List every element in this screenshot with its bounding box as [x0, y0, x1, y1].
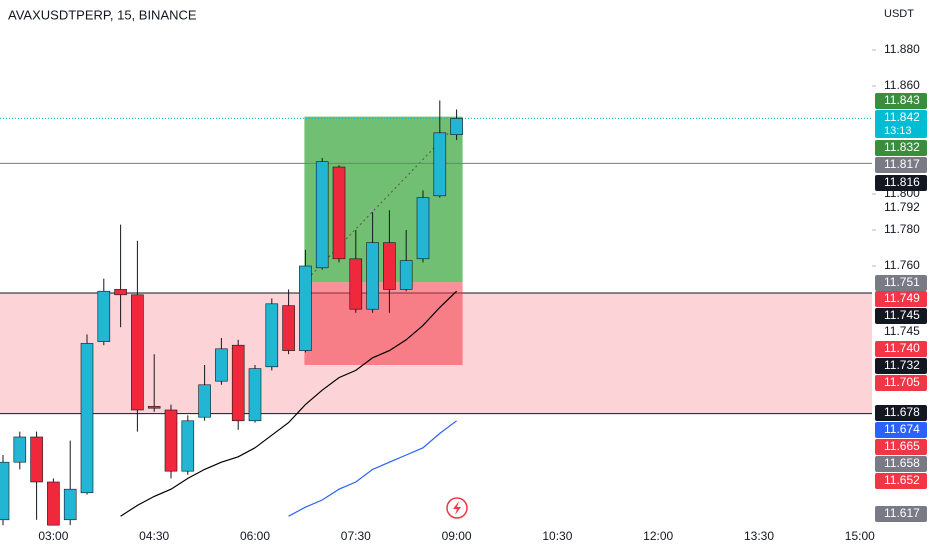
candle-body [349, 258, 363, 310]
price-tag [875, 375, 927, 391]
price-tag [875, 473, 927, 489]
price-tag-label: 11.678 [884, 405, 920, 419]
price-tag [875, 358, 927, 374]
price-tag [875, 405, 927, 421]
candle-body [215, 348, 228, 382]
candle-body [164, 409, 178, 472]
price-tag [875, 275, 927, 291]
candle-body [265, 303, 279, 368]
price-tag-label: 11.745 [884, 324, 920, 338]
x-tick-label: 10:30 [542, 529, 572, 543]
price-tag [875, 110, 927, 138]
price-tag-label: 11.745 [884, 308, 920, 322]
chart-title: AVAXUSDTPERP, 15, BINANCE [8, 7, 197, 22]
candle-body [63, 488, 77, 521]
moving-average [120, 290, 458, 517]
candle-body [383, 242, 396, 290]
candle-body [147, 406, 161, 409]
price-tag-label: 11.674 [884, 422, 920, 436]
candle-body [198, 384, 211, 418]
price-tag [875, 157, 927, 173]
candle-body [13, 436, 27, 463]
candle-body [332, 166, 346, 260]
y-tick-label: 11.760 [884, 258, 920, 272]
price-tag-label: 11.617 [884, 506, 920, 520]
candle-body [181, 420, 195, 472]
price-tag-label: 11.705 [884, 375, 920, 389]
x-tick-label: 15:00 [845, 529, 875, 543]
loss-zone [304, 282, 463, 365]
plot-area [0, 100, 872, 526]
candle-body [366, 242, 379, 310]
price-tag-label: 11.817 [884, 157, 920, 171]
x-tick-label: 03:00 [38, 529, 68, 543]
price-tag [875, 506, 927, 522]
price-tag-label: 11.832 [884, 140, 920, 154]
price-tag-label: 11.749 [884, 291, 920, 305]
x-tick-label: 07:30 [341, 529, 371, 543]
price-tag-label: 11.732 [884, 358, 920, 372]
alert-icon[interactable] [446, 497, 468, 519]
price-tag-label: 11.792 [884, 200, 920, 214]
candle-body [282, 305, 295, 351]
price-tag [875, 422, 927, 438]
candle-body [30, 436, 43, 483]
price-tag-label: 11.665 [884, 439, 920, 453]
x-tick-label: 04:30 [139, 529, 169, 543]
price-tag [875, 200, 927, 216]
candle-body [399, 260, 413, 290]
price-tag-label: 11.816 [884, 175, 920, 189]
price-tag [875, 140, 927, 156]
candle-body [47, 481, 60, 526]
price-tag [875, 439, 927, 455]
candle-body [114, 289, 127, 296]
candle-body [97, 290, 111, 342]
price-tag-label: 11.751 [884, 275, 920, 289]
price-unit: USDT [884, 8, 914, 20]
moving-average [288, 420, 457, 517]
price-tag [875, 456, 927, 472]
candle-body [315, 161, 329, 269]
candle-body [0, 461, 10, 521]
y-tick-label: 11.780 [884, 222, 920, 236]
price-tag-label: 11.740 [884, 341, 920, 355]
price-tag [875, 291, 927, 307]
candle-body [416, 197, 430, 260]
price-tag [875, 324, 927, 340]
y-tick-label: 11.860 [884, 78, 920, 92]
y-tick-label: 11.880 [884, 42, 920, 56]
candle-body [248, 368, 262, 422]
price-tag [875, 93, 927, 109]
x-tick-label: 13:30 [744, 529, 774, 543]
price-tag [875, 308, 927, 324]
x-tick-label: 09:00 [442, 529, 472, 543]
candle-body [231, 344, 245, 422]
candle-body [433, 132, 447, 197]
x-tick-label: 06:00 [240, 529, 270, 543]
price-axis: 11.88011.86011.80011.78011.76011.84311.8… [872, 0, 932, 550]
price-tag-label: 11.658 [884, 456, 920, 470]
x-tick-label: 12:00 [643, 529, 673, 543]
countdown: 13:13 [884, 125, 912, 137]
price-tag-label: 11.843 [884, 93, 920, 107]
candle-body [80, 343, 94, 494]
candle-body [299, 265, 312, 351]
price-tag-label: 11.842 [884, 110, 920, 124]
candle-body [131, 294, 144, 411]
price-tag-label: 11.652 [884, 473, 920, 487]
candle-body [450, 118, 463, 135]
price-tag [875, 175, 927, 191]
price-tag [875, 341, 927, 357]
